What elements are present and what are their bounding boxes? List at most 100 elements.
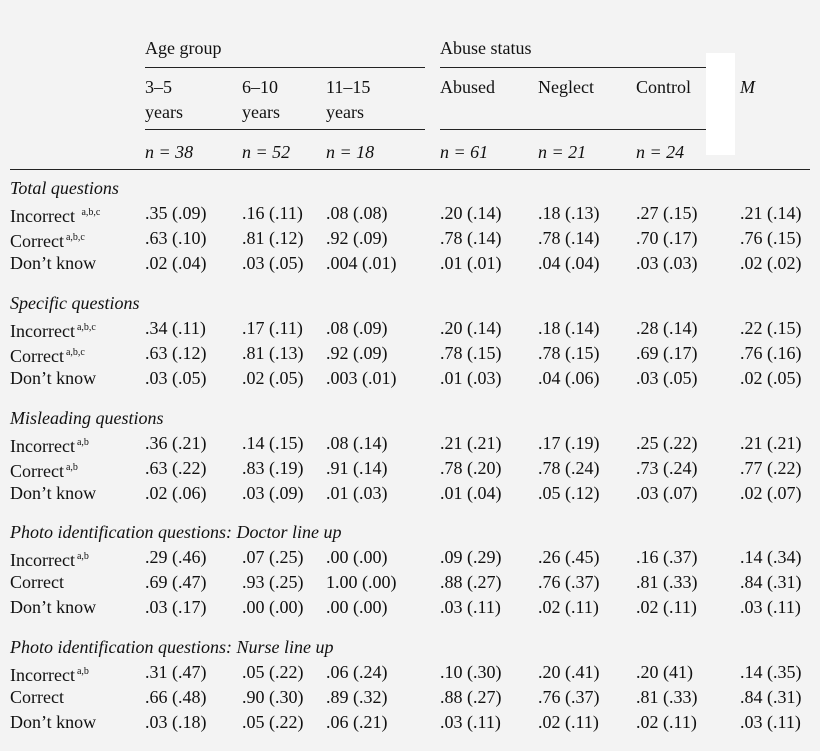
age-cols-rule [145, 129, 425, 130]
table-cell: .76 (.37) [538, 687, 600, 707]
table-cell: .90 (.30) [242, 687, 304, 707]
significance-superscript: a,b [76, 437, 89, 448]
table-cell: .03 (.17) [145, 597, 207, 617]
table-cell: .01 (.04) [440, 483, 502, 503]
row-label-text: Correct [10, 687, 64, 707]
abuse-status-rule [440, 67, 706, 68]
row-label: Correct [10, 687, 64, 707]
table-cell: .02 (.02) [740, 253, 802, 273]
table-cell: .16 (.11) [242, 203, 303, 223]
table-cell: .03 (.05) [636, 368, 698, 388]
table-cell: .29 (.46) [145, 547, 207, 567]
table-cell: .06 (.21) [326, 712, 388, 732]
significance-superscript: a,b,c [76, 322, 96, 333]
table-cell: .81 (.33) [636, 687, 698, 707]
table-cell: .03 (.11) [440, 712, 501, 732]
table-cell: .02 (.11) [636, 712, 697, 732]
table-cell: .78 (.15) [440, 343, 502, 363]
n-abused: n = 61 [440, 142, 489, 162]
table-cell: .69 (.17) [636, 343, 698, 363]
table-cell: .20 (41) [636, 662, 693, 682]
row-label: Incorrect a,b [10, 547, 89, 570]
table-cell: 1.00 (.00) [326, 572, 397, 592]
row-label: Correct [10, 572, 64, 592]
table-cell: .02 (.11) [538, 712, 599, 732]
table-cell: .03 (.03) [636, 253, 698, 273]
header-highlight [706, 53, 735, 155]
table-cell: .00 (.00) [242, 597, 304, 617]
table-cell: .84 (.31) [740, 687, 802, 707]
table-cell: .20 (.14) [440, 203, 502, 223]
table-cell: .78 (.15) [538, 343, 600, 363]
section-title: Misleading questions [10, 408, 164, 428]
header-bottom-rule [10, 169, 810, 170]
row-label: Don’t know [10, 483, 96, 503]
row-label: Correct a,b,c [10, 343, 85, 366]
table-cell: .21 (.21) [740, 433, 802, 453]
row-label: Incorrect a,b [10, 662, 89, 685]
table-cell: .05 (.12) [538, 483, 600, 503]
table-cell: .03 (.05) [145, 368, 207, 388]
row-label: Incorrect a,b,c [10, 203, 100, 226]
table-cell: .01 (.03) [326, 483, 388, 503]
table-cell: .03 (.11) [740, 712, 801, 732]
table-cell: .10 (.30) [440, 662, 502, 682]
n-age-1: n = 52 [242, 142, 291, 162]
table-cell: .08 (.08) [326, 203, 388, 223]
n-control: n = 24 [636, 142, 685, 162]
table-cell: .70 (.17) [636, 228, 698, 248]
table-cell: .05 (.22) [242, 712, 304, 732]
table-cell: .02 (.11) [538, 597, 599, 617]
table-cell: .76 (.37) [538, 572, 600, 592]
table-cell: .02 (.05) [740, 368, 802, 388]
row-label-text: Don’t know [10, 483, 97, 503]
row-label: Don’t know [10, 368, 96, 388]
row-label-text: Don’t know [10, 597, 97, 617]
table-cell: .02 (.07) [740, 483, 802, 503]
table-cell: .09 (.29) [440, 547, 502, 567]
col-header-age-0-line2: years [145, 102, 183, 122]
age-group-heading: Age group [145, 38, 222, 58]
significance-superscript: a,b,c [65, 232, 85, 243]
row-label-text: Don’t know [10, 253, 97, 273]
n-neglect: n = 21 [538, 142, 587, 162]
significance-superscript: a,b,c [65, 347, 85, 358]
table-cell: .88 (.27) [440, 687, 502, 707]
section-title: Total questions [10, 178, 119, 198]
table-cell: .08 (.14) [326, 433, 388, 453]
section-title: Specific questions [10, 293, 140, 313]
table-cell: .03 (.07) [636, 483, 698, 503]
table-cell: .81 (.12) [242, 228, 304, 248]
row-label: Incorrect a,b,c [10, 318, 96, 341]
table-cell: .02 (.05) [242, 368, 304, 388]
table-cell: .76 (.15) [740, 228, 802, 248]
age-group-rule [145, 67, 425, 68]
row-label: Correct a,b [10, 458, 78, 481]
table-cell: .00 (.00) [326, 597, 388, 617]
table-cell: .03 (.09) [242, 483, 304, 503]
significance-superscript: a,b [65, 462, 78, 473]
row-label-text: Don’t know [10, 368, 97, 388]
table-cell: .17 (.19) [538, 433, 600, 453]
row-label-text: Incorrect [10, 206, 80, 226]
table-cell: .16 (.37) [636, 547, 698, 567]
row-label: Don’t know [10, 253, 96, 273]
table-cell: .35 (.09) [145, 203, 207, 223]
table-cell: .07 (.25) [242, 547, 304, 567]
table-cell: .02 (.06) [145, 483, 207, 503]
significance-superscript: a,b [76, 551, 89, 562]
table-cell: .18 (.14) [538, 318, 600, 338]
row-label-text: Correct [10, 346, 64, 366]
table-cell: .04 (.04) [538, 253, 600, 273]
table-cell: .28 (.14) [636, 318, 698, 338]
table-cell: .78 (.14) [440, 228, 502, 248]
table-cell: .01 (.03) [440, 368, 502, 388]
table-cell: .25 (.22) [636, 433, 698, 453]
table-cell: .34 (.11) [145, 318, 206, 338]
table-cell: .31 (.47) [145, 662, 207, 682]
table-cell: .03 (.11) [440, 597, 501, 617]
table-cell: .76 (.16) [740, 343, 802, 363]
table-cell: .03 (.11) [740, 597, 801, 617]
table-cell: .20 (.14) [440, 318, 502, 338]
table-cell: .18 (.13) [538, 203, 600, 223]
